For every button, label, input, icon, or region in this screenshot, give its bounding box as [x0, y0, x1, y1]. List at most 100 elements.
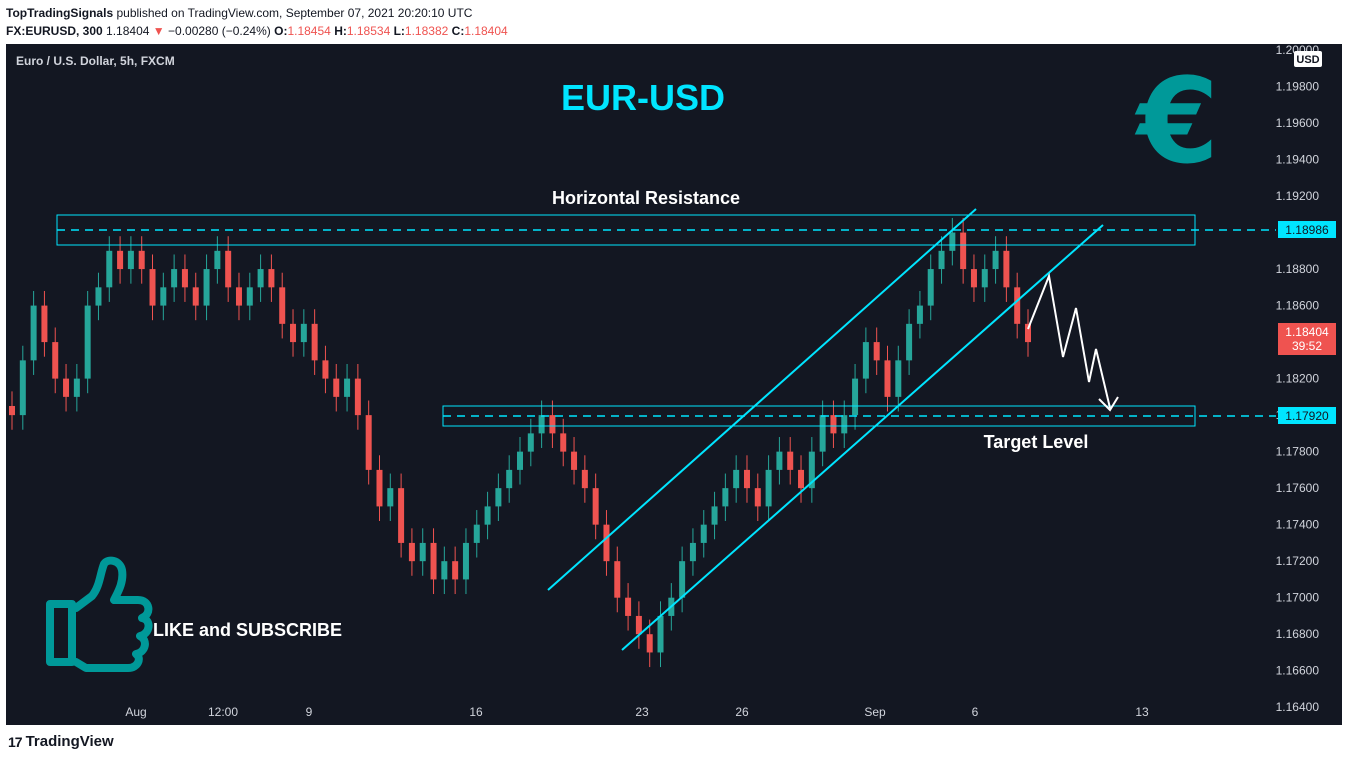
candle-body	[257, 269, 264, 288]
candle-body	[9, 405, 15, 416]
candle-countdown: 39:52	[1292, 339, 1322, 353]
candle-body	[462, 542, 469, 580]
price-tick-label: 1.17400	[1276, 518, 1320, 532]
candle-body	[873, 342, 880, 361]
low-value: 1.18382	[404, 24, 449, 38]
candle-body	[30, 305, 37, 361]
currency-badge-label: USD	[1296, 54, 1319, 66]
candle-body	[657, 615, 664, 653]
candle-body	[430, 542, 437, 580]
footer: 17 TradingView	[8, 733, 114, 750]
candle-body	[895, 360, 902, 397]
price-tick-label: 1.17200	[1276, 554, 1320, 568]
price-tick-label: 1.18200	[1276, 372, 1320, 386]
ohlc-line: FX:EURUSD, 300 1.18404 ▼ −0.00280 (−0.24…	[6, 22, 508, 40]
author-name[interactable]: TopTradingSignals	[6, 6, 114, 20]
candle-body	[441, 561, 448, 580]
price-tick-label: 1.18600	[1276, 299, 1320, 313]
price-tick-label: 1.18800	[1276, 262, 1320, 276]
candle-body	[354, 378, 361, 416]
candle-body	[484, 506, 491, 525]
candle-body	[916, 305, 923, 324]
candle-body	[41, 305, 48, 343]
candle-body	[603, 524, 610, 562]
candle-body	[1003, 250, 1010, 288]
candle-body	[560, 433, 567, 452]
time-tick-label: Sep	[864, 705, 886, 719]
tradingview-logo-icon[interactable]: 17	[8, 733, 23, 750]
candle-body	[279, 287, 286, 324]
candle-body	[646, 634, 653, 653]
candle-body	[743, 469, 750, 489]
high-label: H:	[334, 24, 347, 38]
close-label: C:	[451, 24, 465, 38]
tradingview-brand[interactable]: TradingView	[25, 733, 114, 750]
svg-text:€: €	[1134, 52, 1219, 190]
currency-badge[interactable]	[1294, 51, 1322, 67]
price-tick-label: 1.16400	[1276, 700, 1320, 714]
candle-body	[84, 305, 91, 379]
current-price: 1.18404	[1285, 325, 1329, 339]
chart-area[interactable]: Euro / U.S. Dollar, 5h, FXCM EUR-USD € H…	[6, 44, 1342, 725]
candle-body	[549, 415, 556, 434]
candle-body	[992, 250, 999, 270]
thumbs-up-icon	[46, 556, 153, 672]
candle-body	[906, 323, 913, 361]
projection-path	[1027, 272, 1111, 409]
symbol-label[interactable]: FX:EURUSD, 300	[6, 24, 103, 38]
channel-lower-line[interactable]	[621, 224, 1104, 651]
candle-body	[171, 269, 178, 288]
symbol-legend[interactable]: Euro / U.S. Dollar, 5h, FXCM	[16, 54, 175, 68]
candle-body	[117, 250, 124, 270]
candle-body	[862, 342, 869, 379]
candle-body	[852, 378, 859, 416]
resistance-label: Horizontal Resistance	[552, 188, 740, 208]
price-tick-label: 1.17000	[1276, 591, 1320, 605]
candle-body	[473, 524, 480, 543]
euro-icon: €	[1134, 52, 1219, 190]
candle-body	[495, 488, 502, 507]
candle-body	[192, 287, 199, 306]
candle-body	[830, 415, 837, 434]
candle-body	[527, 433, 534, 452]
current-price-tag	[1278, 323, 1336, 355]
candle-body	[635, 615, 642, 635]
candle-body	[203, 269, 210, 306]
candle-body	[538, 415, 545, 434]
candle-body	[95, 287, 102, 306]
publish-info: published on TradingView.com, September …	[116, 6, 473, 20]
time-tick-label: 23	[635, 705, 649, 719]
candle-body	[365, 415, 372, 470]
candle-body	[127, 250, 134, 270]
candle-body	[765, 469, 772, 507]
candle-body	[344, 378, 351, 397]
candle-body	[452, 561, 459, 580]
time-tick-label: 9	[306, 705, 313, 719]
candle-body	[808, 451, 815, 489]
channel-upper-line[interactable]	[547, 208, 977, 591]
target-price-tag	[1278, 407, 1336, 424]
candle-body	[787, 451, 794, 470]
candle-body	[722, 488, 729, 507]
candle-body	[581, 469, 588, 489]
candle-body	[149, 269, 156, 306]
candle-body	[754, 488, 761, 507]
candle-body	[52, 342, 59, 379]
time-tick-label: 26	[735, 705, 749, 719]
subscribe-label[interactable]: LIKE and SUBSCRIBE	[153, 620, 342, 640]
candle-body	[592, 488, 599, 525]
candle-body	[106, 250, 113, 288]
candle-body	[711, 506, 718, 525]
candle-body	[19, 360, 26, 416]
candle-body	[268, 269, 275, 288]
candle-body	[1025, 323, 1031, 343]
price-tick-label: 1.19200	[1276, 189, 1320, 203]
candle-body	[798, 469, 805, 489]
candle-body	[614, 561, 621, 598]
close-value: 1.18404	[464, 24, 508, 38]
price-chart[interactable]: Euro / U.S. Dollar, 5h, FXCM EUR-USD € H…	[6, 44, 1342, 725]
candle-body	[408, 542, 415, 562]
chart-header: TopTradingSignals published on TradingVi…	[6, 4, 508, 40]
price-axis[interactable]	[1276, 44, 1342, 725]
candle-body	[819, 415, 826, 452]
